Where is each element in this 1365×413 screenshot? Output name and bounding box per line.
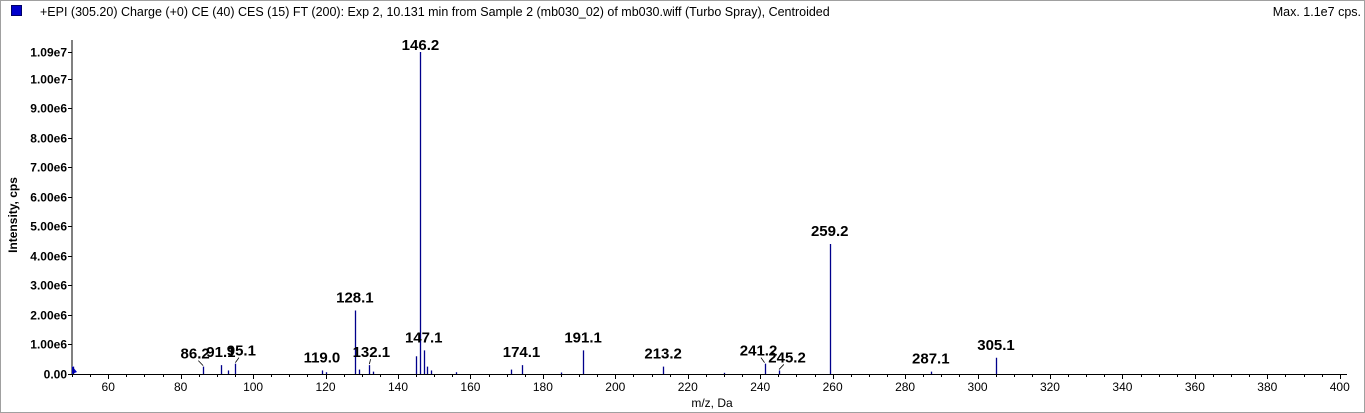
y-tick-label: 1.09e7	[30, 46, 67, 60]
peak-label: 146.2	[402, 37, 440, 54]
peak-label: 95.1	[227, 343, 256, 360]
x-tick-label: 400	[1330, 380, 1350, 394]
peak-leader-line	[368, 359, 371, 365]
y-tick-label: 6.00e6	[30, 191, 67, 205]
x-tick-label: 360	[1185, 380, 1205, 394]
y-tick-label: 4.00e6	[30, 250, 67, 264]
x-tick-label: 220	[678, 380, 698, 394]
peak-label: 245.2	[768, 349, 806, 366]
x-tick-label: 140	[388, 380, 408, 394]
x-tick-label: 180	[533, 380, 553, 394]
y-tick-label: 2.00e6	[30, 309, 67, 323]
y-tick-label: 3.00e6	[30, 279, 67, 293]
peak-label: 174.1	[503, 344, 541, 361]
x-tick-label: 120	[316, 380, 336, 394]
x-tick-label: 80	[174, 380, 188, 394]
peak-bars	[72, 52, 998, 374]
y-tick-label: 8.00e6	[30, 132, 67, 146]
x-tick-label: 100	[243, 380, 263, 394]
peak-label: 305.1	[977, 337, 1015, 354]
peak-leader-line	[235, 357, 240, 363]
peak-label: 259.2	[811, 223, 849, 240]
peak-label: 191.1	[564, 329, 602, 346]
peak-label: 128.1	[336, 289, 374, 306]
peak-label: 213.2	[644, 346, 682, 363]
peak-labels: 86.291.195.1 119.0 128.1 132.1 146.2 147.1 174…	[181, 37, 1015, 370]
series-marker-icon	[11, 5, 22, 16]
x-tick-label: 60	[102, 380, 116, 394]
peak-leader-line	[778, 364, 785, 370]
x-tick-label: 160	[460, 380, 480, 394]
peak-label: 287.1	[912, 351, 950, 368]
x-tick-label: 200	[605, 380, 625, 394]
x-tick-label: 240	[750, 380, 770, 394]
x-tick-label: 320	[1040, 380, 1060, 394]
y-tick-label: 7.00e6	[30, 161, 67, 175]
origin-marker-icon	[72, 366, 77, 374]
peak-leader-line	[198, 360, 204, 366]
spectrum-title: +EPI (305.20) Charge (+0) CE (40) CES (1…	[40, 5, 830, 19]
peak-label: 241.2	[740, 343, 778, 360]
peak-label: 91.1	[206, 344, 235, 361]
x-tick-label: 340	[1112, 380, 1132, 394]
axes: 0.00 1.00e6 2.00e6 3.00e6 4.00e6 5.00e6 6.00e6…	[30, 40, 1350, 394]
x-tick-label: 260	[823, 380, 843, 394]
chart-header: +EPI (305.20) Charge (+0) CE (40) CES (1…	[0, 0, 1365, 24]
y-tick-label: 1.00e6	[30, 338, 67, 352]
x-tick-label: 300	[968, 380, 988, 394]
y-tick-label: 0.00	[44, 368, 68, 382]
x-tick-label: 380	[1257, 380, 1277, 394]
y-tick-label: 1.00e7	[30, 73, 67, 87]
peak-label: 119.0	[304, 349, 341, 366]
peak-label: 132.1	[353, 344, 391, 361]
y-tick-label: 9.00e6	[30, 102, 67, 116]
peak-leader-line	[760, 357, 765, 363]
y-tick-label: 5.00e6	[30, 220, 67, 234]
x-tick-label: 280	[895, 380, 915, 394]
peak-label: 86.2	[181, 346, 210, 363]
max-intensity-label: Max. 1.1e7 cps.	[1272, 5, 1361, 19]
x-axis-label: m/z, Da	[691, 396, 733, 410]
peak-label: 147.1	[405, 329, 443, 346]
